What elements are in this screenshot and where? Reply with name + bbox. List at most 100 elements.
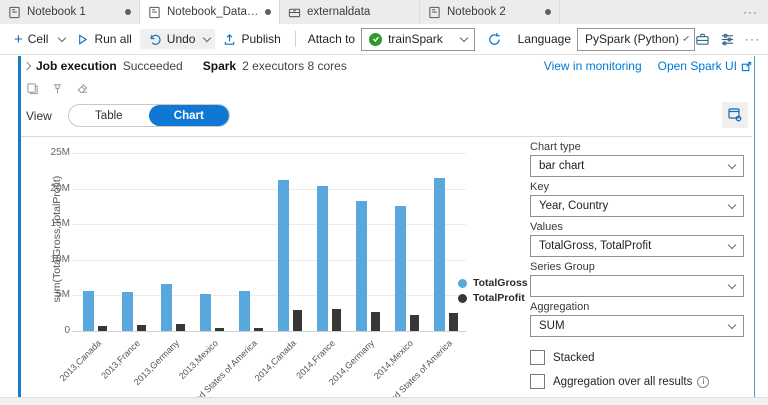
publish-button[interactable]: Publish (217, 29, 286, 49)
bar-totalgross (316, 186, 328, 331)
values-select[interactable]: TotalGross, TotalProfit (530, 235, 744, 257)
aggregation-select[interactable]: SUM (530, 315, 744, 337)
unsaved-dot (125, 9, 131, 15)
refresh-button[interactable] (487, 32, 502, 47)
bar-totalgross (355, 201, 367, 331)
undo-icon (148, 33, 162, 46)
notebook-icon (149, 6, 160, 18)
eraser-icon (77, 84, 88, 93)
attach-to-select[interactable]: trainSpark (361, 27, 475, 51)
series-group-select[interactable] (530, 275, 744, 297)
tab-notebook-2[interactable]: Notebook 2 (420, 0, 560, 24)
bar-totalgross (160, 284, 172, 331)
bar-totalgross (199, 294, 211, 331)
job-execution-row: Job execution Succeeded Spark 2 executor… (22, 56, 752, 76)
run-all-button[interactable]: Run all (70, 29, 137, 49)
briefcase-icon (696, 33, 709, 45)
view-toggle-row: View Table Chart (26, 104, 230, 127)
bar-totalgross (238, 291, 250, 331)
add-cell-dropdown[interactable] (54, 33, 70, 44)
refresh-icon (488, 32, 500, 45)
stacked-checkbox-row[interactable]: Stacked (530, 350, 744, 365)
open-spark-ui-link[interactable]: Open Spark UI (658, 59, 752, 73)
bar-totalprofit (370, 312, 380, 331)
external-link-icon (741, 61, 752, 71)
job-execution-title: Job execution (36, 59, 117, 73)
undo-button[interactable]: Undo (140, 29, 200, 49)
notebook-icon (429, 6, 440, 18)
language-select[interactable]: PySpark (Python) (577, 27, 695, 51)
toolbar-separator (294, 31, 296, 47)
outline-button[interactable] (695, 32, 710, 47)
field-label: Aggregation (530, 301, 590, 313)
play-icon (76, 33, 89, 46)
chart-type-select[interactable]: bar chart (530, 155, 744, 177)
values-field: Values TotalGross, TotalProfit (530, 221, 744, 257)
legend-dot (458, 293, 467, 303)
tab-overflow-button[interactable]: ··· (743, 5, 758, 19)
tab-label: Notebook 2 (447, 6, 506, 18)
series-group-field: Series Group (530, 261, 744, 297)
attach-to-label: Attach to (307, 32, 356, 46)
chevron-down-icon (727, 280, 737, 289)
bar-totalgross (121, 292, 133, 331)
view-chart-option[interactable]: Chart (148, 105, 229, 126)
unsaved-dot (265, 9, 271, 15)
y-tick-label: 5M (56, 289, 70, 301)
field-label: Chart type (530, 141, 581, 153)
bar-totalgross (433, 178, 445, 331)
language-label: Language (517, 32, 571, 46)
gridline (72, 188, 466, 190)
stacked-label: Stacked (553, 351, 595, 364)
field-label: Key (530, 181, 549, 193)
copy-output-button[interactable] (26, 82, 39, 95)
tab-notebook-1[interactable]: Notebook 1 (0, 0, 140, 24)
chevron-down-icon (459, 33, 468, 42)
undo-group: Undo (139, 29, 216, 49)
clear-output-button[interactable] (76, 82, 89, 95)
connected-check-icon (369, 32, 383, 46)
legend-item-totalgross: TotalGross (458, 277, 528, 289)
aggregation-all-label: Aggregation over all results (553, 375, 693, 388)
undo-dropdown[interactable] (199, 33, 215, 44)
legend-label: TotalProfit (473, 292, 525, 304)
y-tick-label: 20M (50, 182, 70, 194)
output-toolbar (26, 82, 89, 95)
y-tick-label: 0 (64, 325, 70, 336)
key-select[interactable]: Year, Country (530, 195, 744, 217)
key-field: Key Year, Country (530, 181, 744, 217)
output-divider (21, 136, 752, 137)
info-icon: i (697, 375, 710, 388)
field-label: Values (530, 221, 563, 233)
pin-output-button[interactable] (51, 82, 64, 95)
more-actions-button[interactable]: ··· (745, 32, 760, 46)
chart-settings-button[interactable] (722, 102, 748, 128)
configure-session-button[interactable] (720, 32, 735, 47)
stacked-checkbox[interactable] (530, 350, 545, 365)
bar-totalprofit (292, 310, 302, 331)
aggregation-all-checkbox-row[interactable]: Aggregation over all results i (530, 374, 744, 389)
add-cell-button[interactable]: + Cell (14, 30, 49, 48)
tab-label: externaldata (307, 6, 371, 18)
y-tick-label: 15M (50, 218, 70, 230)
plus-icon: + (14, 30, 23, 48)
chart-legend: TotalGross TotalProfit (458, 277, 528, 304)
chevron-down-icon (58, 33, 67, 42)
tab-externaldata[interactable]: externaldata (280, 0, 420, 24)
page-bottom-strip (0, 397, 768, 405)
publish-icon (223, 33, 236, 46)
legend-label: TotalGross (473, 277, 528, 289)
aggregation-all-checkbox[interactable] (530, 374, 545, 389)
job-engine: Spark (202, 59, 237, 73)
notebook-icon (9, 6, 20, 18)
y-axis-label: sum(TotalGross,TotalProfit) (51, 175, 63, 303)
legend-item-totalprofit: TotalProfit (458, 292, 528, 304)
view-in-monitoring-link[interactable]: View in monitoring (543, 59, 642, 73)
tab-notebook-datafrom[interactable]: Notebook_DataFrom... (140, 0, 280, 24)
tab-label: Notebook_DataFrom... (167, 6, 259, 18)
expand-chevron-icon[interactable] (22, 61, 32, 71)
view-table-option[interactable]: Table (95, 109, 123, 122)
y-tick-label: 10M (50, 253, 70, 265)
cell-right-border (754, 56, 755, 397)
chevron-down-icon (727, 160, 737, 169)
